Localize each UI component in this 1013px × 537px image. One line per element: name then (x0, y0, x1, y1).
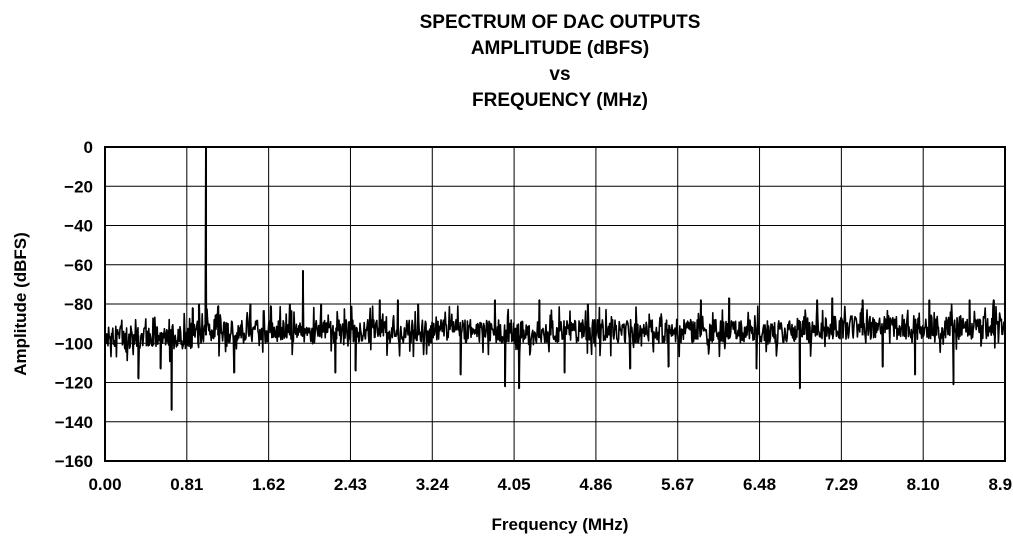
x-tick-label: 4.05 (498, 475, 531, 494)
x-tick-labels: 0.00 0.81 1.62 2.43 3.24 4.05 4.86 5.67 6.48 7.29… (88, 475, 1013, 494)
y-axis-label: Amplitude (dBFS) (11, 232, 30, 376)
chart-title: SPECTRUM OF DAC OUTPUTS AMPLITUDE (dBFS)… (420, 12, 701, 111)
y-tick-label: −40 (64, 217, 93, 236)
series-group (104, 146, 1006, 411)
chart-title-line-4: FREQUENCY (MHz) (472, 90, 648, 111)
plot-frame (104, 146, 1006, 462)
chart-title-line-1: SPECTRUM OF DAC OUTPUTS (420, 12, 701, 33)
grid-lines (105, 147, 1005, 461)
y-tick-label: −20 (64, 177, 93, 196)
x-tick-label: 8.10 (907, 475, 940, 494)
x-tick-label: 0.00 (88, 475, 121, 494)
y-tick-label: −140 (55, 413, 93, 432)
spectrum-series-line (104, 146, 1006, 411)
x-tick-label: 1.62 (252, 475, 285, 494)
x-axis-label: Frequency (MHz) (492, 515, 629, 534)
x-tick-label: 3.24 (416, 475, 450, 494)
x-tick-label: 7.29 (825, 475, 858, 494)
y-tick-label: −60 (64, 256, 93, 275)
x-tick-label: 8.91 (988, 475, 1013, 494)
y-tick-label: 0 (84, 138, 93, 157)
chart-title-line-2: AMPLITUDE (dBFS) (471, 38, 649, 59)
y-tick-labels: 0 −20 −40 −60 −80 −100 −120 −140 −160 (55, 138, 93, 471)
x-tick-label: 0.81 (170, 475, 203, 494)
y-tick-label: −100 (55, 334, 93, 353)
y-tick-label: −160 (55, 452, 93, 471)
x-tick-label: 2.43 (334, 475, 367, 494)
x-tick-label: 5.67 (661, 475, 694, 494)
y-tick-label: −120 (55, 374, 93, 393)
x-tick-label: 4.86 (579, 475, 612, 494)
chart-title-line-3: vs (549, 64, 570, 85)
y-tick-label: −80 (64, 295, 93, 314)
x-tick-label: 6.48 (743, 475, 776, 494)
